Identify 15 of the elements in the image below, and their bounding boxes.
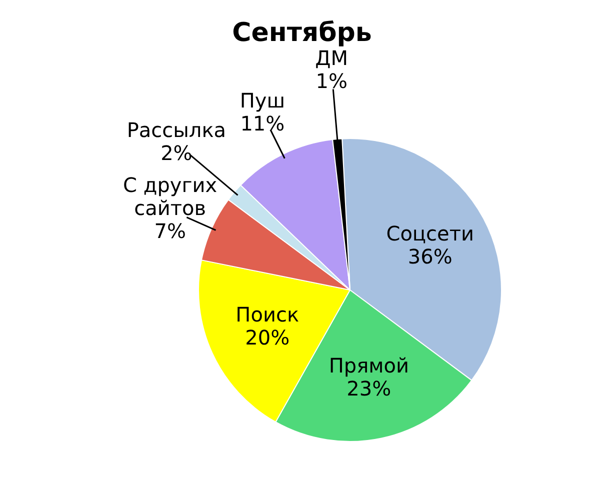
chart-title: Сентябрь xyxy=(231,18,373,48)
data-label: 7% xyxy=(154,219,186,244)
slice-label: Прямой xyxy=(328,354,409,378)
slice-label: Рассылка xyxy=(126,118,226,142)
slice-label: ДМ xyxy=(315,46,348,70)
slice-label: Пуш xyxy=(240,88,286,112)
data-label: 11% xyxy=(240,111,285,136)
slice-label: С других сайтов xyxy=(123,173,218,220)
data-label: 20% xyxy=(245,326,290,350)
data-label: 23% xyxy=(346,376,392,401)
slice-label: Соцсети xyxy=(386,222,474,246)
data-label: 1% xyxy=(316,68,348,93)
data-label: 2% xyxy=(160,141,192,166)
slice-label: Поиск xyxy=(236,302,300,327)
data-label: 36% xyxy=(408,244,452,269)
